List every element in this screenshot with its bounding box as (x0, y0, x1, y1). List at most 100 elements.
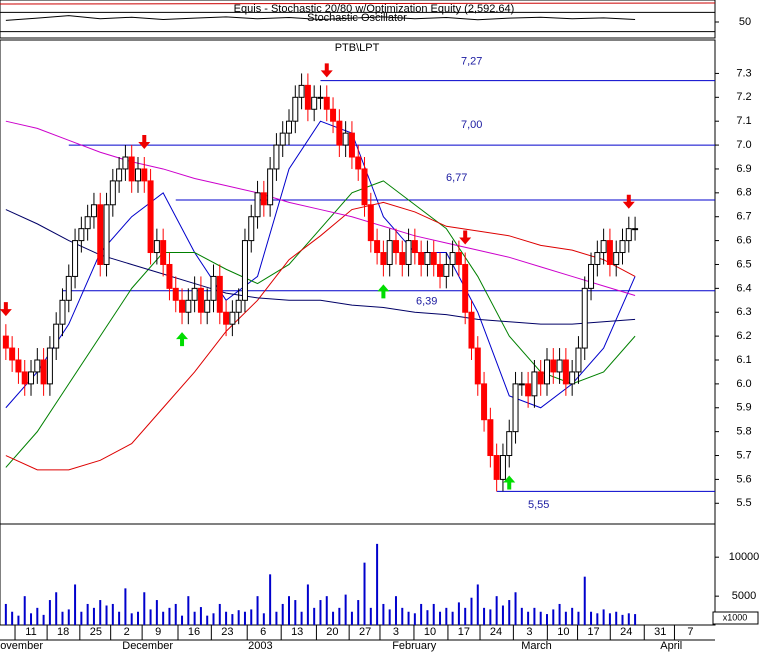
moving-average (5, 209, 636, 325)
candle-body (15, 359, 22, 373)
x-tick-label: 17 (587, 626, 599, 638)
candle-body (65, 275, 72, 301)
sell-arrow (0, 302, 12, 317)
month-label: March (521, 640, 552, 652)
y-tick-label: 5.8 (736, 426, 751, 438)
candle-body (468, 311, 475, 349)
candle-body (241, 240, 248, 301)
y-tick-label: 5.5 (736, 497, 751, 509)
candle-body (399, 252, 406, 265)
candle-body (147, 180, 154, 254)
sell-arrow (138, 135, 151, 150)
candle-body (298, 84, 305, 98)
candle-body (311, 96, 318, 110)
y-tick-label: 5.9 (736, 402, 751, 414)
candle-body (34, 359, 41, 373)
x-tick-label: 27 (359, 626, 371, 638)
y-tick-label: 7.3 (736, 67, 751, 79)
candle-body (273, 144, 280, 170)
stochastic-line (5, 15, 636, 21)
candle-body (355, 156, 362, 170)
candle-body (462, 263, 469, 313)
candle-body (216, 275, 223, 313)
candle-body (330, 108, 337, 122)
sell-arrow (622, 194, 635, 209)
candle-body (210, 275, 217, 301)
buy-arrow (503, 475, 516, 490)
x-tick-label: 24 (490, 626, 502, 638)
candle-body (499, 455, 506, 480)
candle-body (613, 252, 620, 265)
x-tick-label: 2 (124, 626, 130, 638)
candle-body (109, 180, 116, 206)
candle-body (40, 359, 47, 385)
level-label: 5,55 (528, 499, 549, 511)
candle-body (134, 168, 141, 182)
y-tick-label: 6.2 (736, 330, 751, 342)
buy-arrow (377, 284, 390, 299)
y-tick-label: 6.3 (736, 306, 751, 318)
candle-body (323, 96, 330, 110)
x-tick-label: 10 (557, 626, 569, 638)
candle-body (392, 240, 399, 254)
candle-body (606, 240, 613, 265)
x-tick-label: 10 (424, 626, 436, 638)
candle-body (361, 168, 368, 206)
y-tick-label: 6.6 (736, 235, 751, 247)
candle-body (116, 168, 123, 182)
candle-body (204, 299, 211, 313)
candle-body (254, 192, 261, 218)
candle-body (430, 252, 437, 265)
candle-body (197, 287, 204, 313)
candle-body (90, 204, 97, 218)
candle-body (531, 371, 538, 397)
candle-body (28, 371, 35, 385)
candle-body (223, 311, 230, 325)
candle-body (53, 323, 60, 349)
y-tick-label: 6.9 (736, 163, 751, 175)
volume-tick-label: 10000 (729, 551, 760, 563)
level-label: 6,77 (446, 172, 467, 184)
candle-body (348, 132, 355, 158)
candle-body (267, 168, 274, 206)
buy-arrow (176, 332, 189, 347)
candle-body (191, 287, 198, 301)
candle-body (229, 311, 236, 325)
x-tick-label: 25 (90, 626, 102, 638)
y-tick-label: 50 (739, 16, 751, 28)
x-tick-label: 9 (155, 626, 161, 638)
level-label: 7,27 (461, 56, 482, 68)
candle-body (84, 216, 91, 230)
candle-body (185, 299, 192, 313)
unit-box (712, 611, 759, 625)
y-tick-label: 6.1 (736, 354, 751, 366)
y-tick-label: 5.6 (736, 473, 751, 485)
x-tick-label: 6 (260, 626, 266, 638)
candle-body (9, 347, 16, 361)
candle-body (537, 371, 544, 385)
y-tick-label: 6.8 (736, 187, 751, 199)
y-tick-label: 7.1 (736, 115, 751, 127)
x-tick-label: 7 (687, 626, 693, 638)
candle-body (317, 96, 324, 99)
candle-body (525, 383, 532, 397)
candle-body (179, 299, 186, 313)
candle-body (304, 84, 311, 110)
candle-body (380, 252, 387, 265)
candle-body (386, 240, 393, 265)
candle-body (569, 371, 576, 385)
sell-arrow (459, 230, 472, 245)
candle-body (97, 204, 104, 265)
month-label: April (660, 640, 682, 652)
y-tick-label: 6.5 (736, 258, 751, 270)
x-tick-label: 11 (25, 626, 36, 638)
candle-body (600, 240, 607, 254)
y-tick-label: 6.7 (736, 211, 751, 223)
candle-body (418, 252, 425, 265)
y-tick-label: 7.2 (736, 91, 751, 103)
moving-average (5, 201, 636, 471)
candle-body (78, 228, 85, 242)
x-tick-label: 31 (654, 626, 666, 638)
x-tick-label: 13 (291, 626, 303, 638)
